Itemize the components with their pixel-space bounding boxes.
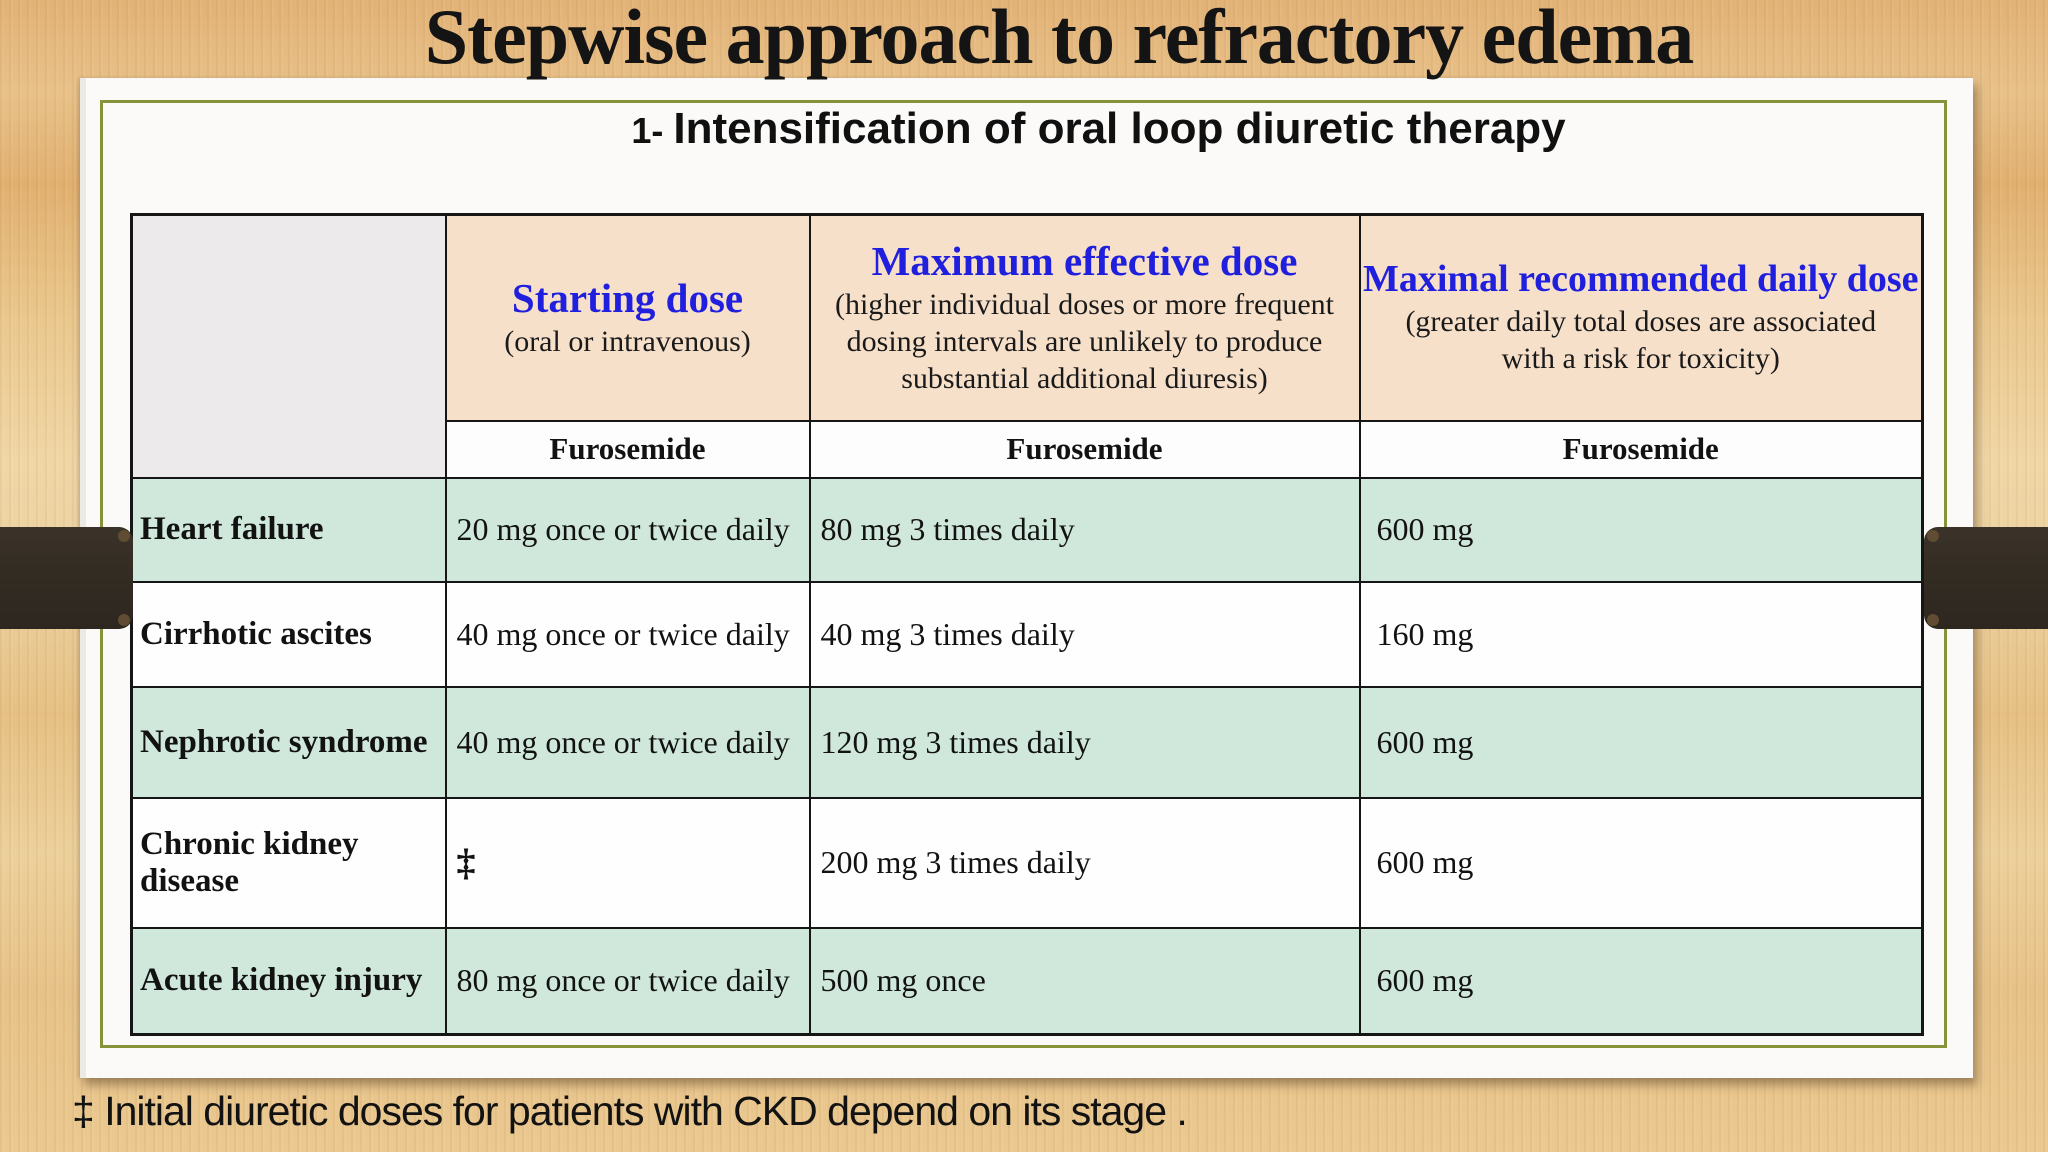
table-row-heart-failure: Heart failure 20 mg once or twice daily … (130, 476, 1924, 583)
table-row-chronic-kidney-disease: Chronic kidney disease ‡ 200 mg 3 times … (130, 796, 1924, 929)
max-effective-cell: 500 mg once (808, 926, 1361, 1036)
max-effective-cell: 80 mg 3 times daily (808, 476, 1361, 583)
condition-cell: Chronic kidney disease (130, 796, 447, 929)
max-daily-cell: 160 mg (1358, 580, 1924, 688)
table-row-cirrhotic-ascites: Cirrhotic ascites 40 mg once or twice da… (130, 580, 1924, 688)
col-header-max-daily-dose: Maximal recommended daily dose (greater … (1358, 213, 1924, 422)
table-row-acute-kidney-injury: Acute kidney injury 80 mg once or twice … (130, 926, 1924, 1036)
dosing-table-wrapper: Starting dose (oral or intravenous) Maxi… (130, 213, 1924, 1036)
drug-name-cell: Furosemide (808, 419, 1361, 479)
condition-cell: Acute kidney injury (130, 926, 447, 1036)
drug-name-cell: Furosemide (1358, 419, 1924, 479)
section-number: 1- (631, 110, 674, 151)
ribbon-left (0, 527, 133, 629)
condition-cell: Cirrhotic ascites (130, 580, 447, 688)
col-header-starting-dose: Starting dose (oral or intravenous) (444, 213, 811, 422)
page-title: Stepwise approach to refractory edema (424, 0, 1695, 80)
condition-cell: Nephrotic syndrome (130, 685, 447, 799)
max-effective-cell: 40 mg 3 times daily (808, 580, 1361, 688)
col-header-title: Maximal recommended daily dose (1362, 258, 1919, 301)
col-header-max-effective-dose: Maximum effective dose (higher individua… (808, 213, 1361, 422)
ribbon-right (1924, 527, 2048, 629)
max-daily-cell: 600 mg (1358, 926, 1924, 1036)
max-effective-cell: 200 mg 3 times daily (808, 796, 1361, 929)
starting-dose-cell: 40 mg once or twice daily (444, 685, 811, 799)
condition-cell: Heart failure (130, 476, 447, 583)
max-effective-cell: 120 mg 3 times daily (808, 685, 1361, 799)
max-daily-cell: 600 mg (1358, 796, 1924, 929)
drug-row: Furosemide Furosemide Furosemide (132, 419, 1924, 479)
col-header-title: Maximum effective dose (871, 238, 1298, 285)
section-heading-text: Intensification of oral loop diuretic th… (673, 104, 1566, 153)
section-heading: 1- Intensification of oral loop diuretic… (80, 104, 1967, 154)
header-row: Starting dose (oral or intravenous) Maxi… (130, 213, 1924, 479)
col-header-subtitle: (oral or intravenous) (504, 325, 751, 359)
col-header-subtitle: (greater daily total doses are associate… (1405, 305, 1877, 375)
max-daily-cell: 600 mg (1358, 476, 1924, 583)
footnote-text: ‡ Initial diuretic doses for patients wi… (72, 1088, 1188, 1134)
starting-dose-cell: 20 mg once or twice daily (444, 476, 811, 583)
drug-name-cell: Furosemide (444, 419, 811, 479)
dosing-table: Starting dose (oral or intravenous) Maxi… (130, 213, 1924, 1036)
starting-dose-cell: ‡ (444, 796, 811, 929)
starting-dose-cell: 40 mg once or twice daily (444, 580, 811, 688)
starting-dose-cell: 80 mg once or twice daily (444, 926, 811, 1036)
col-header-subtitle: (higher individual doses or more frequen… (834, 288, 1335, 395)
corner-cell (130, 213, 447, 479)
table-row-nephrotic-syndrome: Nephrotic syndrome 40 mg once or twice d… (130, 685, 1924, 799)
max-daily-cell: 600 mg (1358, 685, 1924, 799)
col-header-title: Starting dose (511, 274, 744, 321)
